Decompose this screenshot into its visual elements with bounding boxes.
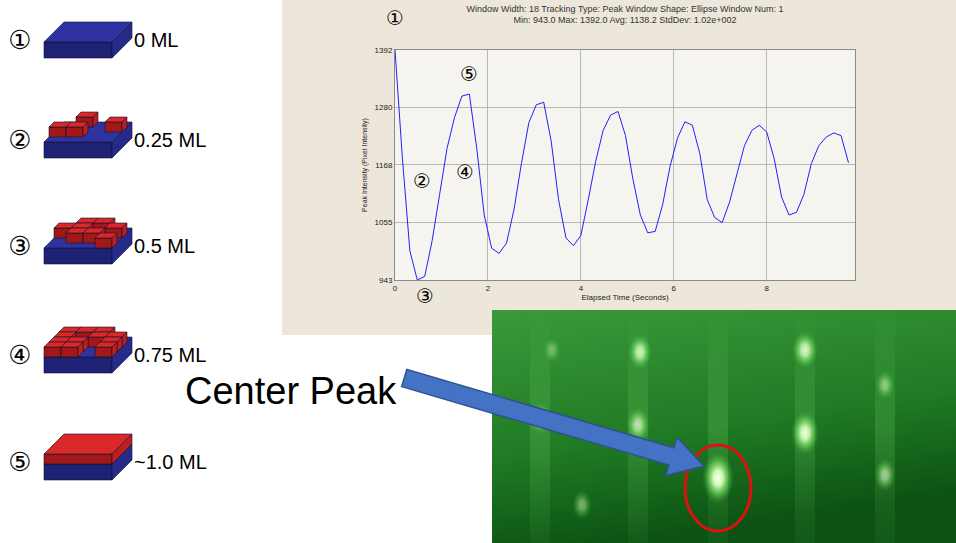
svg-text:0.25 ML: 0.25 ML <box>134 129 206 151</box>
svg-text:0 ML: 0 ML <box>134 29 178 51</box>
svg-text:0.75 ML: 0.75 ML <box>134 344 206 366</box>
svg-text:1055: 1055 <box>375 218 393 227</box>
svg-text:8: 8 <box>764 284 769 293</box>
svg-text:⑤: ⑤ <box>460 62 478 86</box>
svg-text:②: ② <box>8 125 31 155</box>
svg-text:6: 6 <box>672 284 677 293</box>
svg-text:1168: 1168 <box>375 161 393 170</box>
svg-text:943: 943 <box>379 276 393 285</box>
svg-text:4: 4 <box>579 284 584 293</box>
svg-text:2: 2 <box>486 284 491 293</box>
svg-text:0: 0 <box>393 284 398 293</box>
svg-text:~1.0 ML: ~1.0 ML <box>134 451 207 473</box>
svg-text:Elapsed Time (Seconds): Elapsed Time (Seconds) <box>581 293 668 302</box>
svg-text:Peak Intensity (Pixel Intensit: Peak Intensity (Pixel Intensity) <box>361 118 369 212</box>
svg-text:1392: 1392 <box>375 46 393 55</box>
svg-text:Window Width: 18 Tracking Type: Window Width: 18 Tracking Type: Peak Win… <box>467 4 784 26</box>
svg-text:②: ② <box>413 169 431 193</box>
svg-text:0.5 ML: 0.5 ML <box>134 235 195 257</box>
svg-text:①: ① <box>8 25 31 55</box>
svg-text:③: ③ <box>8 231 31 261</box>
svg-text:④: ④ <box>456 160 474 184</box>
svg-text:⑤: ⑤ <box>8 447 31 477</box>
svg-text:1280: 1280 <box>375 103 393 112</box>
svg-text:③: ③ <box>416 284 434 308</box>
svg-text:①: ① <box>386 6 404 30</box>
svg-text:④: ④ <box>8 340 31 370</box>
svg-text:Center Peak: Center Peak <box>185 370 397 412</box>
